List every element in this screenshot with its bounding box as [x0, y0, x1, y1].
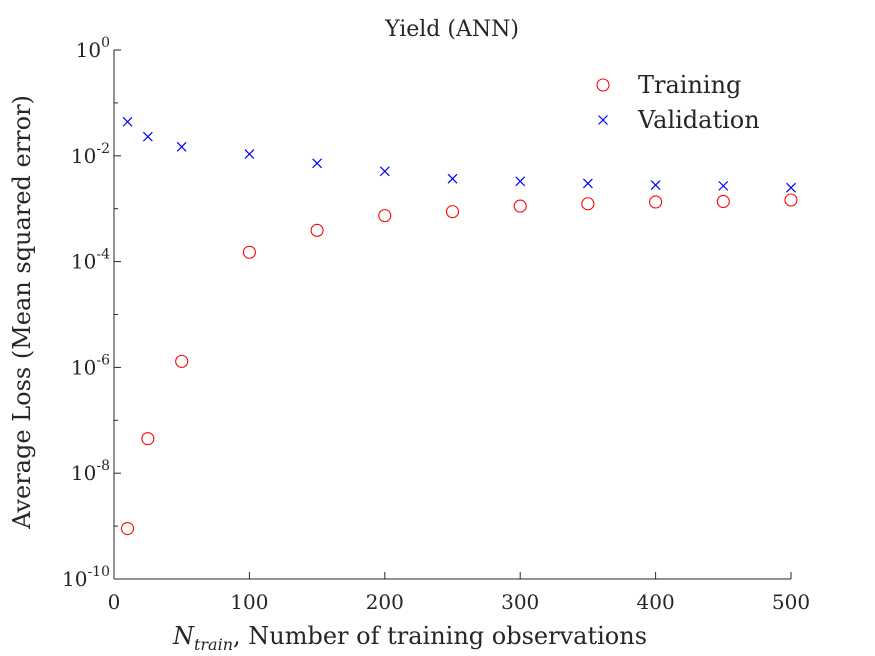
training-point — [581, 197, 595, 211]
validation-point — [447, 173, 458, 184]
x-tick-label: 200 — [366, 590, 404, 614]
validation-point — [312, 158, 323, 169]
y-tick-label-exponent: -10 — [87, 564, 110, 580]
legend-item-training: Training — [596, 71, 741, 99]
training-point — [242, 245, 256, 259]
x-tick-label: 400 — [637, 590, 675, 614]
validation-point — [515, 176, 526, 187]
y-tick-label-base: 10 — [71, 461, 96, 485]
y-tick-label-exponent: -4 — [96, 247, 110, 263]
data-marks — [120, 116, 798, 536]
legend-label-training: Training — [638, 71, 741, 99]
validation-point — [122, 116, 133, 127]
training-point — [310, 223, 324, 237]
y-tick-label-exponent: -8 — [96, 458, 110, 474]
x-axis-label: Ntrain, Number of training observations — [172, 622, 647, 654]
y-tick-label: 10-2 — [71, 141, 110, 168]
chart-title: Yield (ANN) — [384, 17, 519, 42]
x-tick-label: 100 — [230, 590, 268, 614]
training-point — [513, 199, 527, 213]
validation-point — [718, 180, 729, 191]
y-tick-label-exponent: 0 — [101, 35, 110, 51]
x-tick-label: 300 — [501, 590, 539, 614]
series-training — [120, 193, 798, 536]
x-axis-label-rest: , Number of training observations — [233, 622, 647, 650]
training-point — [445, 205, 460, 219]
x-tick-label: 0 — [108, 590, 121, 614]
training-point — [175, 354, 189, 368]
y-tick-label: 10-10 — [62, 564, 110, 591]
training-point — [378, 209, 392, 223]
series-validation — [122, 116, 796, 193]
validation-point — [176, 141, 187, 152]
y-tick-label: 100 — [76, 35, 110, 62]
legend-label-validation: Validation — [637, 106, 760, 134]
y-tick-label: 10-8 — [71, 458, 110, 485]
training-point — [649, 195, 663, 209]
training-point — [784, 193, 798, 207]
legend-item-validation: Validation — [598, 106, 760, 134]
x-axis-label-var: N — [172, 622, 195, 650]
x-axis-label-subscript: train — [194, 635, 233, 654]
legend-marker-validation — [598, 115, 608, 125]
y-tick-label-base: 10 — [71, 144, 96, 168]
y-tick-label-base: 10 — [71, 355, 96, 379]
validation-point — [244, 149, 255, 159]
y-tick-label-exponent: -2 — [96, 141, 110, 157]
validation-point — [379, 166, 390, 177]
y-tick-label: 10-6 — [71, 352, 110, 379]
y-tick-label-exponent: -6 — [96, 352, 110, 368]
validation-point — [650, 180, 661, 190]
y-tick-label: 10-4 — [71, 247, 110, 274]
training-point — [120, 521, 135, 536]
validation-point — [786, 182, 796, 193]
legend-marker-training — [596, 78, 610, 92]
training-point — [141, 432, 155, 446]
validation-point — [582, 178, 593, 189]
y-tick-label-base: 10 — [71, 250, 96, 274]
x-tick-label: 500 — [772, 590, 810, 614]
y-axis-label: Average Loss (Mean squared error) — [8, 95, 36, 530]
legend: Training Validation — [596, 71, 760, 134]
y-tick-label-base: 10 — [76, 38, 101, 62]
y-tick-label-base: 10 — [62, 567, 87, 591]
training-point — [716, 194, 730, 209]
validation-point — [142, 131, 153, 142]
